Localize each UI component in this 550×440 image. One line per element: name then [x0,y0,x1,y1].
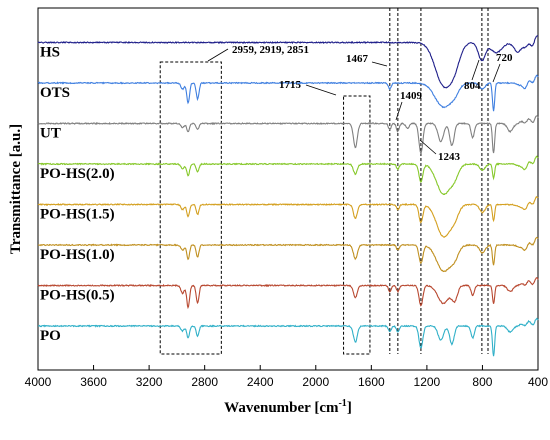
spectrum-PO-HS(1.5) [37,195,539,239]
leader-1467 [371,61,388,67]
x-tick-label: 2000 [302,375,329,389]
x-tick-label: 2800 [191,375,218,389]
annotation-ann-2959: 2959, 2919, 2851 [232,44,309,56]
spectrum-PO-HS(2.0) [37,155,539,196]
annotation-ann-1243: 1243 [438,151,461,163]
leader-2959 [207,48,229,62]
leader-1243 [419,139,437,155]
x-axis-title-superscript: -1 [338,398,346,409]
series-label-PO-HS(2.0): PO-HS(2.0) [40,166,115,182]
leader-1409 [395,101,403,121]
series-label-PO-HS(1.0): PO-HS(1.0) [40,247,115,263]
annotation-ann-804: 804 [464,80,481,92]
leader-804 [471,59,480,81]
spectra [37,35,539,357]
spectrum-PO-HS(0.5) [37,277,539,310]
spectrum-PO-HS(1.0) [37,236,539,273]
x-tick-label: 1600 [358,375,385,389]
annotation-ann-720: 720 [496,52,513,64]
plot-frame [37,7,539,371]
series-label-OTS: OTS [40,85,70,101]
x-tick-label: 3200 [136,375,163,389]
x-tick-label: 1200 [414,375,441,389]
x-axis-title: Wavenumber [cm-1] [224,398,352,416]
spectrum-PO [38,317,539,357]
leader-720 [492,63,501,83]
series-label-UT: UT [40,126,61,142]
annotation-boxes [159,8,489,355]
x-tick-label: 800 [472,375,492,389]
x-tick-label: 4000 [25,375,52,389]
series-label-PO-HS(0.5): PO-HS(0.5) [40,288,115,304]
series-label-PO-HS(1.5): PO-HS(1.5) [40,207,115,223]
series-label-PO: PO [40,328,61,344]
x-axis-ticks: 4000 3600 3200 2800 2400 2000 1600 1200 800 400 [25,365,548,389]
spectrum-HS [37,35,539,89]
x-tick-label: 400 [528,375,548,389]
box-2959-2851 [159,61,222,355]
annotation-ann-1715: 1715 [279,79,302,91]
annotation-labels: 2959, 2919, 2851 1715 1467 1409 1243 804 720 [207,44,513,163]
y-axis-title: Transmittance [a.u.] [8,124,24,254]
annotation-ann-1467: 1467 [346,53,369,65]
x-tick-label: 2400 [247,375,274,389]
sample-labels: HS OTS UT PO-HS(2.0) PO-HS(1.5) PO-HS(1.0) PO-… [40,45,115,345]
series-label-HS: HS [40,45,60,61]
x-tick-label: 3600 [80,375,107,389]
box-1715 [343,95,371,355]
spectrum-OTS [37,74,539,112]
spectrum-UT [37,115,539,155]
annotation-ann-1409: 1409 [400,90,423,102]
leader-1715 [305,84,337,96]
